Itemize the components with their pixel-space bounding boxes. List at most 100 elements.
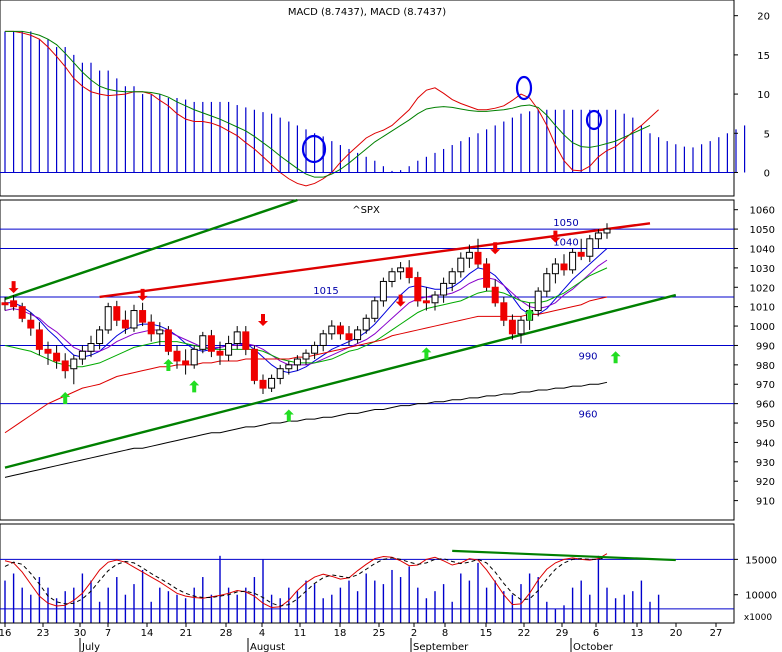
x-tick-label: 16 xyxy=(0,628,11,639)
moving-average-line xyxy=(5,248,608,374)
candle-body xyxy=(328,325,336,335)
candle-body xyxy=(216,350,224,356)
candle-body xyxy=(10,300,18,308)
oscillator-d-line xyxy=(4,556,608,607)
price-y-tick-label: 1040 xyxy=(750,244,775,255)
x-tick-label: 21 xyxy=(180,628,193,639)
price-levels: 1050 1040 1015 990 960 xyxy=(0,218,734,421)
macd-panel: MACD (8.7437), MACD (8.7437) 0 5 10 15 20 xyxy=(0,0,770,197)
price-trendline xyxy=(99,222,651,299)
candle-body xyxy=(233,331,241,345)
moving-average-line xyxy=(4,381,608,478)
candle-body xyxy=(371,300,379,319)
candle-body xyxy=(35,329,43,350)
candle-body xyxy=(594,232,602,240)
price-y-tick-label: 950 xyxy=(756,419,775,430)
sell-arrow xyxy=(550,230,561,243)
price-trendline xyxy=(4,293,677,469)
candle-body xyxy=(268,377,276,389)
candle-body xyxy=(18,306,26,319)
candle-body xyxy=(551,263,559,275)
price-level-label: 990 xyxy=(578,351,597,362)
candle-body xyxy=(311,344,319,354)
price-y-tick-label: 990 xyxy=(756,341,775,352)
candle-body xyxy=(121,319,129,329)
candle-body xyxy=(517,319,525,335)
macd-y-tick-label: 15 xyxy=(757,51,770,62)
candle-body xyxy=(78,350,86,360)
candle-body xyxy=(483,263,491,288)
candle-body xyxy=(354,329,362,341)
buy-arrow xyxy=(283,409,294,422)
x-tick-label: 29 xyxy=(556,628,569,639)
x-tick-label: 28 xyxy=(220,628,233,639)
price-y-tick-label: 960 xyxy=(756,400,775,411)
candle-body xyxy=(164,329,172,352)
price-title: ^SPX xyxy=(352,205,380,216)
candle-body xyxy=(431,294,439,304)
candle-body xyxy=(491,286,499,304)
price-y-tick-label: 1010 xyxy=(750,303,775,314)
candle-body xyxy=(500,302,508,321)
candle-body xyxy=(560,263,568,271)
x-tick-label: 23 xyxy=(37,628,50,639)
x-tick-label: 14 xyxy=(141,628,154,639)
candle-body xyxy=(276,368,284,379)
candle-body xyxy=(113,306,121,321)
volume-oscillator xyxy=(4,549,676,608)
price-arrows xyxy=(8,230,621,422)
buy-arrow xyxy=(163,359,174,372)
candle-body xyxy=(156,329,164,335)
candle-body xyxy=(379,280,387,302)
macd-circle-annotation xyxy=(515,75,533,101)
price-level-label: 1050 xyxy=(553,218,578,229)
x-tick-label: 6 xyxy=(593,628,599,639)
candle-body xyxy=(190,348,198,366)
candle-body xyxy=(440,282,448,296)
candle-body xyxy=(345,333,353,341)
candle-body xyxy=(586,238,594,257)
candle-body xyxy=(569,251,577,271)
month-label: July xyxy=(81,642,100,652)
price-y-tick-label: 980 xyxy=(756,361,775,372)
price-candles xyxy=(1,223,611,394)
candle-body xyxy=(474,251,482,265)
candle-body xyxy=(577,251,585,257)
macd-title: MACD (8.7437), MACD (8.7437) xyxy=(288,7,446,18)
candle-body xyxy=(422,300,430,304)
candle-body xyxy=(319,333,327,346)
candle-body xyxy=(543,273,551,292)
macd-series-line xyxy=(5,30,651,178)
candle-body xyxy=(130,310,138,329)
macd-circle-annotation xyxy=(301,134,327,164)
volume-levels xyxy=(0,558,734,610)
x-tick-label: 4 xyxy=(259,628,265,639)
candle-body xyxy=(27,319,35,329)
candle-body xyxy=(405,267,413,279)
x-tick-label: 25 xyxy=(373,628,386,639)
candle-body xyxy=(457,257,465,273)
candle-body xyxy=(147,321,155,335)
buy-arrow xyxy=(610,351,621,364)
volume-y-tick-label: 10000 xyxy=(745,591,777,602)
price-y-axis: 910 920 930 940 950 960 970 980 990 1000 1010 1020 1… xyxy=(734,206,775,508)
candle-body xyxy=(302,352,310,360)
x-tick-label: 2 xyxy=(411,628,417,639)
x-tick-label: 15 xyxy=(480,628,493,639)
price-y-tick-label: 910 xyxy=(756,497,775,508)
candle-body xyxy=(259,379,267,389)
candle-body xyxy=(225,343,233,356)
candle-body xyxy=(534,290,542,312)
candle-body xyxy=(414,277,422,302)
sell-arrow xyxy=(8,281,19,294)
price-y-tick-label: 970 xyxy=(756,380,775,391)
candle-body xyxy=(508,319,516,335)
price-frame xyxy=(0,199,735,521)
candle-body xyxy=(87,343,95,352)
candle-body xyxy=(362,317,370,331)
candle-body xyxy=(44,348,52,354)
sell-arrow xyxy=(258,314,268,327)
